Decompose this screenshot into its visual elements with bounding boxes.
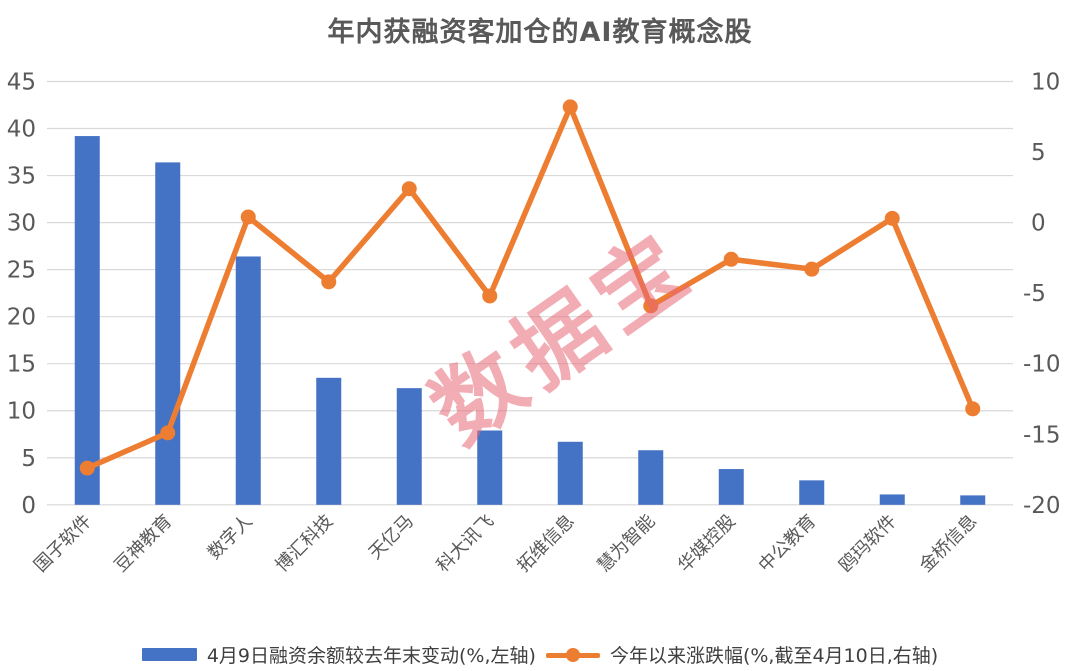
category-label: 金桥信息 — [916, 511, 982, 577]
bar — [718, 469, 744, 505]
category-label: 华媒控股 — [674, 511, 740, 577]
category-label: 鸥玛软件 — [835, 511, 901, 577]
left-axis-tick-label: 10 — [7, 399, 36, 425]
bar-series-swatch-icon — [141, 648, 197, 661]
trend-point — [804, 261, 820, 277]
category-label: 数字人 — [204, 511, 257, 564]
left-axis-tick-label: 40 — [7, 117, 36, 143]
right-axis-tick-label: -5 — [1023, 281, 1046, 307]
trend-point — [321, 274, 337, 290]
trend-point — [643, 298, 659, 314]
bar — [155, 162, 181, 505]
trend-point — [482, 288, 498, 304]
category-label: 博汇科技 — [272, 511, 338, 577]
trend-point — [240, 209, 256, 225]
category-label: 拓维信息 — [513, 511, 579, 577]
legend: 4月9日融资余额较去年末变动(%,左轴) 今年以来涨跌幅(%,截至4月10日,右… — [0, 641, 1080, 668]
category-label: 天亿马 — [365, 511, 418, 564]
trend-line — [84, 104, 976, 471]
left-axis-tick-label: 0 — [21, 493, 36, 519]
category-label: 国子软件 — [30, 511, 96, 577]
trend-point — [884, 210, 900, 226]
category-label: 中公教育 — [755, 511, 821, 577]
left-axis-tick-label: 5 — [21, 446, 36, 472]
left-axis-tick-label: 30 — [7, 211, 36, 237]
category-label: 豆神教育 — [111, 511, 177, 577]
trend-point — [723, 251, 739, 267]
right-axis-tick-label: 5 — [1031, 140, 1046, 166]
category-label: 科大讯飞 — [433, 511, 499, 577]
bar — [638, 450, 664, 505]
line-series-marker-icon — [545, 647, 600, 663]
bar — [74, 136, 100, 505]
left-axis-tick-label: 20 — [7, 305, 36, 331]
right-axis-tick-label: -10 — [1023, 352, 1061, 378]
bar — [879, 494, 905, 505]
left-axis-tick-label: 35 — [7, 164, 36, 190]
line-series-legend-label: 今年以来涨跌幅(%,截至4月10日,右轴) — [609, 645, 939, 667]
bar — [316, 377, 342, 505]
trend-point — [79, 460, 95, 476]
bar — [960, 495, 986, 505]
right-axis-tick-label: 0 — [1031, 211, 1046, 237]
trend-point — [401, 181, 417, 197]
right-axis-tick-label: 10 — [1031, 70, 1060, 96]
bar — [799, 480, 825, 505]
trend-point — [562, 99, 578, 115]
bar — [235, 256, 261, 505]
trend-point — [965, 401, 981, 417]
trend-point — [160, 425, 176, 441]
chart-title: 年内获融资客加仓的AI教育概念股 — [327, 17, 753, 48]
line-marker-dot — [565, 647, 580, 662]
left-axis-tick-label: 15 — [7, 352, 36, 378]
bar — [477, 430, 503, 505]
category-label: 慧为智能 — [594, 511, 660, 577]
left-axis-tick-label: 25 — [7, 258, 36, 284]
bar — [557, 441, 583, 505]
right-axis-tick-label: -20 — [1023, 493, 1061, 519]
bar-series-legend-label: 4月9日融资余额较去年末变动(%,左轴) — [206, 645, 536, 667]
left-axis-tick-label: 45 — [7, 70, 36, 96]
bar — [396, 388, 422, 505]
right-axis-tick-label: -15 — [1023, 422, 1061, 448]
